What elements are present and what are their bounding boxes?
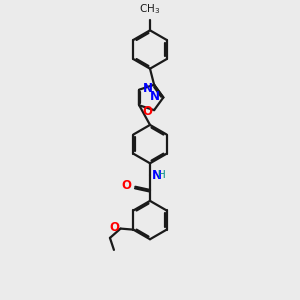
Text: N: N: [152, 169, 162, 182]
Text: O: O: [122, 179, 132, 192]
Text: H: H: [158, 170, 166, 180]
Text: N: N: [150, 90, 160, 103]
Text: CH$_3$: CH$_3$: [140, 2, 160, 16]
Text: N: N: [142, 82, 152, 95]
Text: O: O: [110, 221, 120, 234]
Text: O: O: [142, 105, 152, 118]
